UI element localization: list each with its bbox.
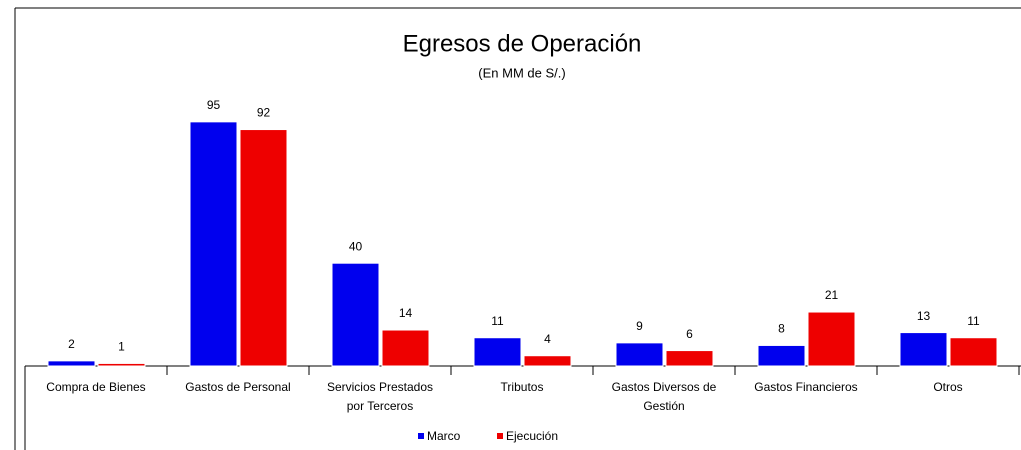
data-label: 14 xyxy=(399,306,413,320)
x-tick-label: Gastos Diversos de Gestión xyxy=(611,380,717,413)
bar xyxy=(473,337,522,367)
data-label: 6 xyxy=(686,327,693,341)
legend-label: Marco xyxy=(427,429,461,443)
bar xyxy=(665,350,714,367)
data-label: 11 xyxy=(967,314,980,328)
data-label: 2 xyxy=(68,337,75,351)
x-tick-label: Gastos Financieros xyxy=(754,380,858,394)
x-tick-label: Otros xyxy=(933,380,963,394)
data-label: 11 xyxy=(491,314,504,328)
bar xyxy=(97,362,146,367)
bar xyxy=(807,311,856,367)
data-label: 4 xyxy=(544,332,551,346)
bar xyxy=(757,344,806,367)
chart-subtitle: (En MM de S/.) xyxy=(478,65,565,80)
legend-label: Ejecución xyxy=(506,429,558,443)
legend-swatch xyxy=(497,433,503,439)
legend-swatch xyxy=(418,433,424,439)
data-label: 13 xyxy=(917,309,931,323)
data-label: 95 xyxy=(207,98,221,112)
data-label: 9 xyxy=(636,319,643,333)
x-tick-label: Servicios Prestados por Terceros xyxy=(326,380,434,413)
bar xyxy=(331,262,380,367)
data-label: 92 xyxy=(257,106,271,120)
chart-title: Egresos de Operación xyxy=(403,30,642,57)
data-label: 1 xyxy=(118,340,125,354)
bar xyxy=(189,121,238,367)
bar xyxy=(239,129,288,367)
bar xyxy=(523,355,572,367)
bar xyxy=(47,360,96,367)
x-tick-label: Tributos xyxy=(500,380,544,394)
bar xyxy=(949,337,998,367)
bar xyxy=(899,332,948,367)
data-label: 8 xyxy=(778,322,785,336)
x-tick-label: Compra de Bienes xyxy=(46,380,146,394)
bar xyxy=(615,342,664,367)
data-label: 21 xyxy=(825,288,839,302)
x-tick-label: Gastos de Personal xyxy=(185,380,291,394)
bar xyxy=(381,329,430,367)
data-label: 40 xyxy=(349,239,363,253)
